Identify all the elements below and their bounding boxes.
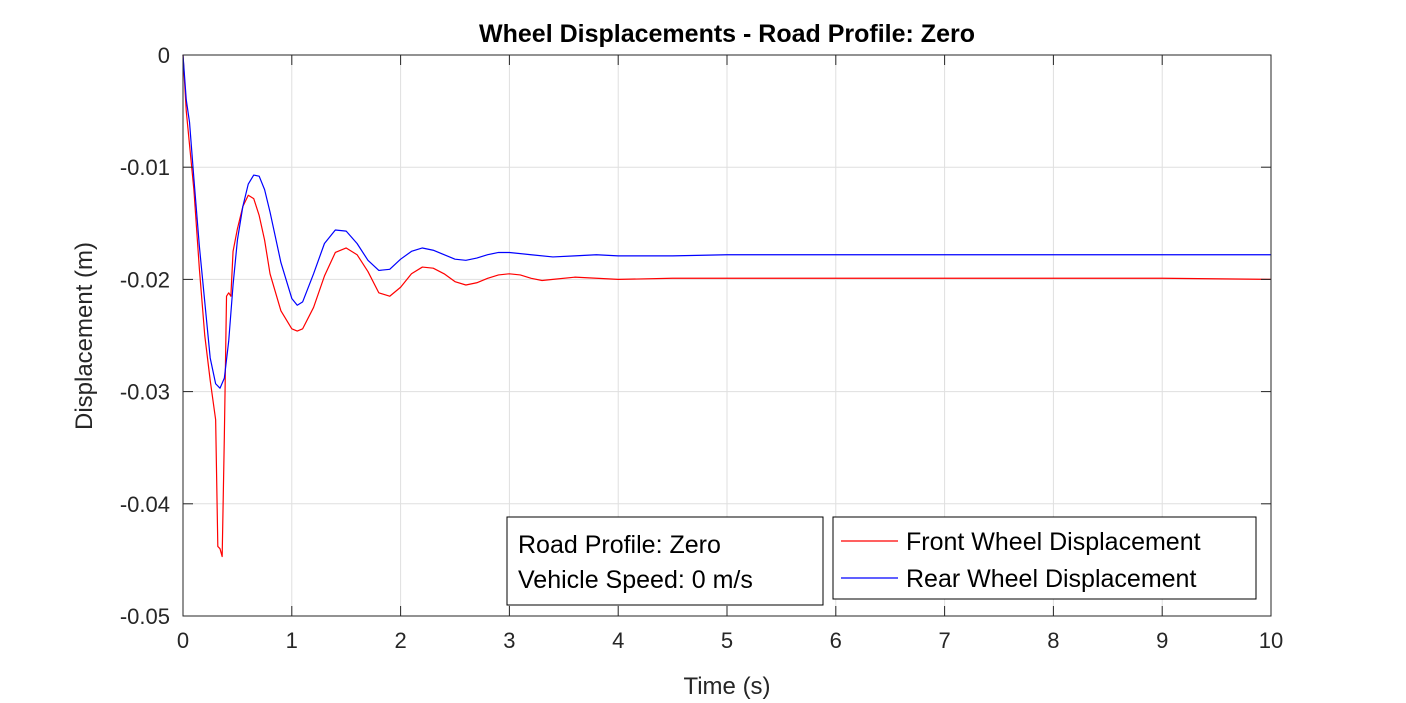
- axes-box: [182, 54, 1272, 617]
- axes-frame: [182, 54, 1272, 617]
- x-tick-label: 2: [394, 628, 406, 653]
- legend-label-front: Front Wheel Displacement: [906, 528, 1201, 556]
- x-tick-label: 8: [1047, 628, 1059, 653]
- y-tick-label: -0.04: [120, 492, 170, 517]
- annotation-vehicle-speed: Vehicle Speed: 0 m/s: [518, 566, 753, 594]
- x-tick-label: 10: [1259, 628, 1283, 653]
- legend: Front Wheel Displacement Rear Wheel Disp…: [832, 516, 1257, 600]
- y-tick-label: -0.05: [120, 604, 170, 629]
- front-wheel-series-line: [182, 54, 1272, 558]
- annotation-road-profile: Road Profile: Zero: [518, 531, 721, 559]
- annotation-box: Road Profile: Zero Vehicle Speed: 0 m/s: [506, 516, 824, 606]
- x-tick-labels: 0 1 2 3 4 5 6 7 8 9 10: [177, 628, 1283, 653]
- rear-wheel-series-line: [182, 54, 1271, 389]
- y-tick-label: -0.02: [120, 267, 170, 292]
- x-tick-label: 4: [612, 628, 624, 653]
- y-axis-label: Displacement (m): [71, 242, 98, 430]
- x-tick-label: 7: [938, 628, 950, 653]
- y-tick-labels: 0 -0.01 -0.02 -0.03 -0.04 -0.05: [120, 43, 170, 629]
- legend-frame: [832, 516, 1257, 600]
- x-tick-label: 0: [177, 628, 189, 653]
- x-tick-label: 6: [830, 628, 842, 653]
- chart-title: Wheel Displacements - Road Profile: Zero: [479, 20, 975, 48]
- y-tick-label: -0.03: [120, 380, 170, 405]
- y-tick-label: 0: [158, 43, 170, 68]
- annotation-frame: [506, 516, 824, 606]
- series-layer: [182, 54, 1272, 558]
- x-tick-label: 1: [286, 628, 298, 653]
- x-tick-label: 9: [1156, 628, 1168, 653]
- x-tick-label: 3: [503, 628, 515, 653]
- x-tick-label: 5: [721, 628, 733, 653]
- y-tick-label: -0.01: [120, 155, 170, 180]
- legend-label-rear: Rear Wheel Displacement: [906, 565, 1196, 593]
- x-axis-label: Time (s): [683, 673, 770, 700]
